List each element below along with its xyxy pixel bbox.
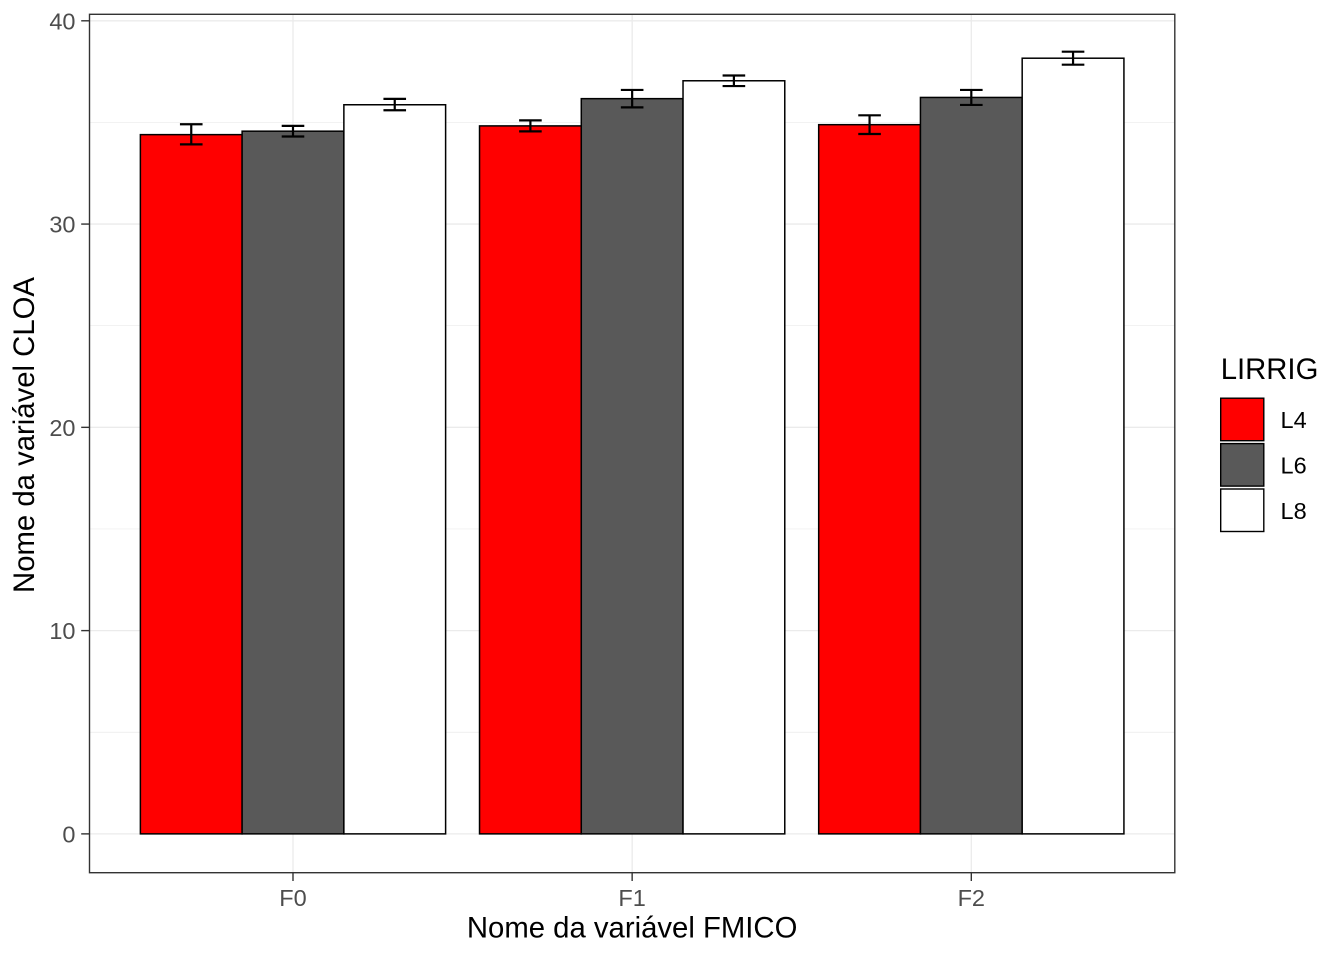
axis-tick-labels: 0 10 20 30 40 F0 F1 F2 — [49, 8, 985, 910]
y-axis-title: Nome da variável CLOA — [8, 277, 41, 593]
panel — [88, 13, 1176, 874]
legend-label-L8: L8 — [1281, 498, 1307, 524]
x-axis-title: Nome da variável FMICO — [467, 912, 798, 945]
bars — [139, 57, 1125, 835]
legend-label-L6: L6 — [1281, 452, 1307, 478]
legend-label-L4: L4 — [1281, 407, 1307, 433]
legend-title: LIRRIG — [1221, 353, 1319, 386]
bar-F2-L8 — [1021, 57, 1125, 835]
bar-F2-L6 — [919, 96, 1023, 835]
legend-key-L6 — [1219, 442, 1265, 487]
bar-F1-L6 — [580, 97, 684, 835]
axis-ticks — [81, 20, 973, 881]
y-tick-label: 0 — [62, 821, 75, 847]
legend: LIRRIG L4 L6 L8 — [1219, 353, 1319, 533]
bar-F2-L4 — [817, 123, 922, 835]
bar-F0-L8 — [343, 104, 447, 835]
legend-key-L4 — [1219, 397, 1265, 442]
x-tick-label: F1 — [618, 885, 645, 911]
x-tick-label: F2 — [958, 885, 985, 911]
legend-key-L8 — [1219, 488, 1265, 533]
bar-F1-L8 — [682, 80, 786, 835]
x-tick-label: F0 — [279, 885, 306, 911]
bar-F1-L4 — [478, 125, 583, 835]
bar-F0-L4 — [139, 133, 243, 835]
y-tick-label: 30 — [49, 212, 75, 238]
y-tick-label: 20 — [49, 415, 75, 441]
y-tick-label: 40 — [49, 8, 75, 34]
y-tick-label: 10 — [49, 618, 75, 644]
error-bars — [179, 50, 1085, 146]
bar-F0-L6 — [241, 130, 345, 835]
legend-keys: L4 L6 L8 — [1219, 397, 1307, 533]
